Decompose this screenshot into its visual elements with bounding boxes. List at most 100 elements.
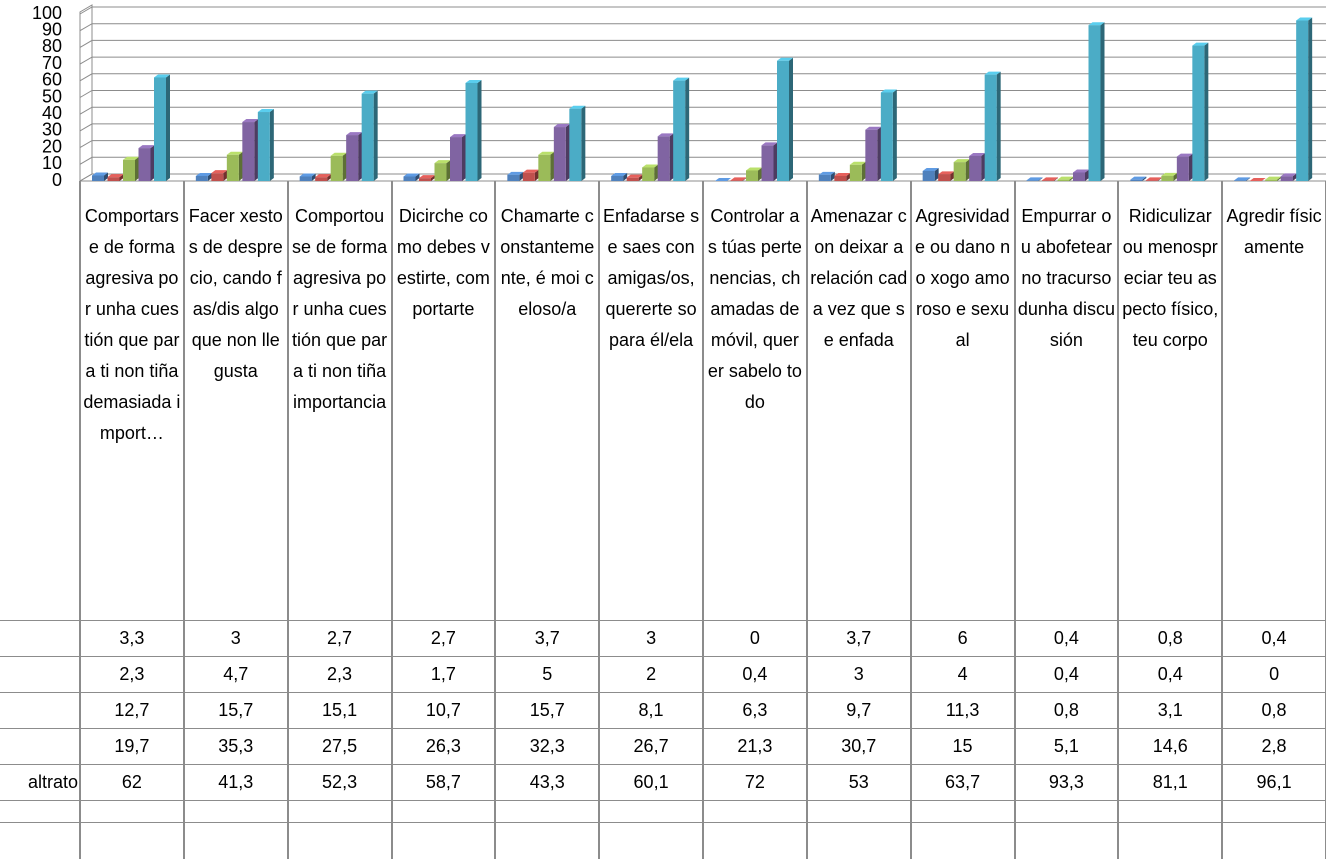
value-label: 4,7 [223, 664, 249, 684]
value-label: 5 [542, 664, 553, 684]
bar-front [969, 155, 982, 181]
bar-top [1073, 169, 1089, 173]
value-label: 8,1 [638, 700, 664, 720]
value-label: 0,4 [1053, 628, 1079, 648]
value-label: 0,4 [1261, 628, 1287, 648]
bar-top [1249, 178, 1266, 181]
bar-side [965, 159, 970, 181]
bar-front [434, 163, 447, 181]
bar-top [818, 171, 835, 175]
table-border [1013, 181, 1016, 859]
value-label: 19,7 [114, 736, 150, 756]
value-label: 62 [121, 772, 142, 792]
grid-line [79, 56, 1326, 65]
grid-line [79, 73, 1326, 82]
bar-side [1100, 22, 1105, 182]
value-label: 15 [952, 736, 973, 756]
bar-front [123, 159, 135, 181]
bar-top [507, 171, 524, 175]
value-label: 3 [646, 628, 657, 648]
bar-front [242, 122, 255, 181]
value-label: 3 [853, 664, 864, 684]
value-label: 26,7 [633, 736, 669, 756]
bar-front [746, 170, 758, 181]
bar-front [1280, 176, 1293, 181]
bar-top [984, 71, 1001, 75]
bar-side [166, 74, 170, 181]
bar-side [742, 177, 747, 181]
bar-top [138, 145, 155, 149]
category-label: Agresividade ou dano no xogo amoroso e s… [915, 206, 1011, 350]
bar-top [361, 90, 378, 94]
bar-front [834, 175, 847, 181]
bar [123, 156, 139, 181]
bar-top [611, 172, 628, 176]
bar-front [1057, 179, 1070, 181]
value-label: 15,1 [322, 700, 358, 720]
bar-front [522, 172, 535, 181]
bar-top [569, 105, 586, 109]
bar-top [1026, 177, 1043, 181]
bar-top [553, 124, 570, 128]
bar [984, 71, 1001, 181]
bar-top [419, 175, 435, 179]
bar-side [1038, 177, 1043, 181]
table-border [390, 181, 393, 859]
bar-top [761, 142, 778, 146]
bar-top [1042, 177, 1058, 181]
bar-front [299, 176, 312, 181]
bar-front [226, 154, 239, 181]
category-label: Controlar as túas pertenencias, chamadas… [707, 206, 802, 412]
value-label: 58,7 [425, 772, 461, 792]
back-wall [79, 4, 93, 182]
bar [553, 124, 570, 181]
value-label: 15,7 [529, 700, 565, 720]
bar-front [465, 82, 478, 181]
grid-line [79, 90, 1326, 98]
bar-side [238, 151, 243, 181]
bar-side [207, 172, 212, 181]
bar [657, 133, 674, 181]
table-border [494, 181, 497, 859]
bar-front [1145, 180, 1158, 181]
bar [226, 151, 243, 181]
bar [1296, 17, 1313, 181]
value-label: 0 [1269, 664, 1280, 684]
y-tick-label: 70 [42, 53, 62, 73]
bar [1073, 169, 1089, 181]
bar-front [1130, 179, 1143, 181]
bar [673, 77, 690, 181]
bar-side [104, 172, 108, 181]
bar [922, 167, 939, 181]
value-label: 9,7 [846, 700, 872, 720]
y-tick-label: 90 [42, 19, 62, 39]
bar-top [730, 177, 747, 181]
bar-side [565, 124, 570, 181]
bar-side [550, 151, 555, 181]
bar-front [984, 74, 997, 181]
bar-front [1073, 172, 1085, 181]
bar-top [1145, 177, 1162, 181]
bar [1161, 172, 1178, 181]
bar-side [223, 170, 228, 181]
bar-top [865, 126, 882, 130]
bar-front [1026, 180, 1039, 181]
value-label: 43,3 [529, 772, 565, 792]
bar-front [938, 174, 951, 181]
category-label: Agredir físicamente [1226, 206, 1322, 257]
bar-front [1296, 20, 1309, 181]
table-border [0, 764, 1326, 765]
bar-side [996, 71, 1001, 181]
bar [1176, 153, 1193, 181]
bar-side [534, 169, 539, 181]
bar-front [953, 162, 966, 181]
bar-side [1204, 42, 1209, 181]
bar [195, 172, 212, 181]
value-label: 2,3 [327, 664, 353, 684]
bar [346, 132, 363, 181]
bar-front [611, 175, 624, 181]
bar-side [877, 126, 882, 181]
bar-side [789, 57, 793, 182]
bar-side [373, 90, 378, 181]
bar-top [626, 174, 643, 178]
